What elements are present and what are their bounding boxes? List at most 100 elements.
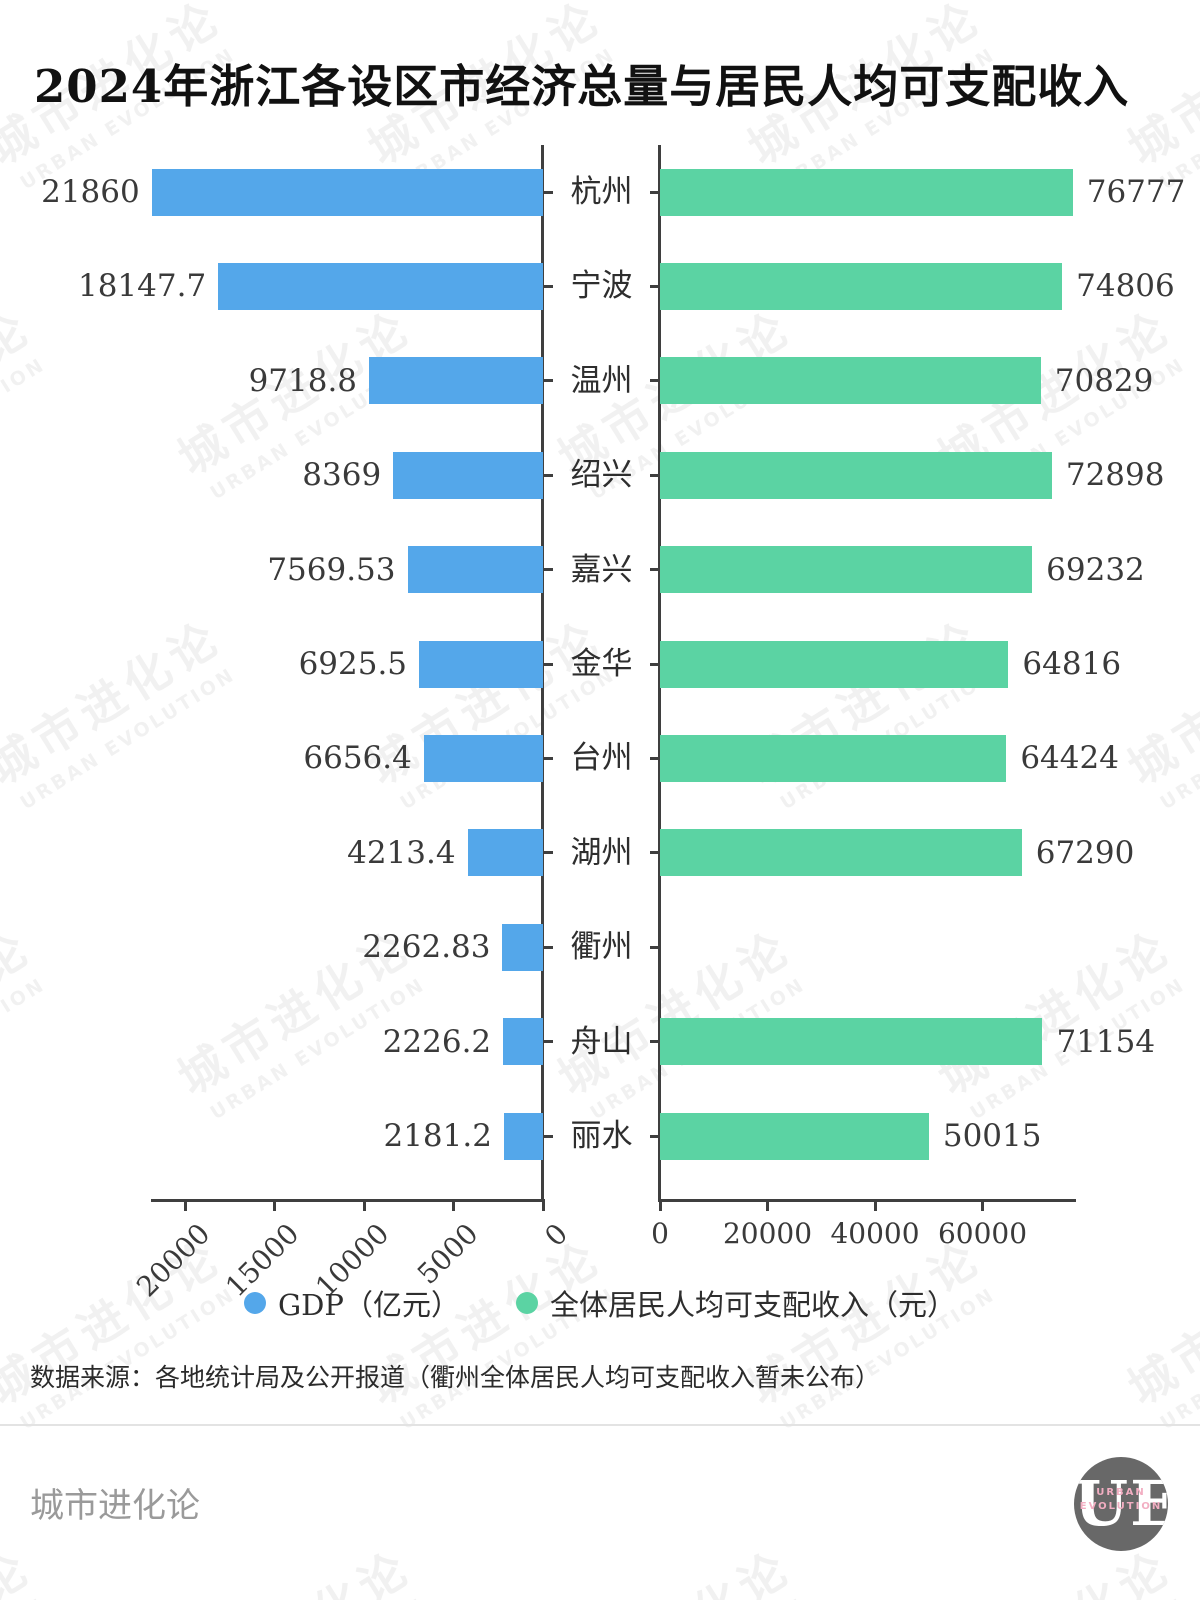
income-value-label: 50015 <box>942 1118 1042 1154</box>
gdp-bar <box>151 168 543 216</box>
income-value-label: 64816 <box>1022 646 1122 682</box>
city-label: 宁波 <box>570 268 633 305</box>
income-axis-tick <box>981 1202 985 1211</box>
row-tick-left <box>543 379 553 383</box>
row-tick-right <box>650 756 660 760</box>
row-tick-right <box>650 1040 660 1044</box>
row-tick-left <box>543 284 553 288</box>
gdp-axis-tick <box>183 1202 187 1211</box>
row-tick-right <box>650 284 660 288</box>
income-bar <box>660 1112 929 1160</box>
data-source-note: 数据来源：各地统计局及公开报道（衢州全体居民人均可支配收入暂未公布） <box>30 1364 881 1392</box>
gdp-bar <box>503 1018 543 1066</box>
row-tick-right <box>650 568 660 572</box>
gdp-value-label: 21860 <box>41 174 140 210</box>
income-bar <box>660 168 1073 216</box>
gdp-value-label: 2181.2 <box>383 1118 492 1154</box>
row-tick-left <box>543 1040 553 1044</box>
income-bottom-axis <box>658 1199 1076 1202</box>
city-label: 台州 <box>570 740 633 777</box>
watermark-cn: 城市进化论 <box>0 1532 43 1600</box>
income-axis-tick <box>873 1202 877 1211</box>
watermark-en: URBAN EVOLUTION <box>580 1589 816 1600</box>
logo-letters: UE <box>1074 1467 1168 1540</box>
gdp-bar <box>393 451 543 499</box>
row-tick-left <box>543 568 553 572</box>
row-tick-right <box>650 190 660 194</box>
income-bar <box>660 734 1007 782</box>
city-label: 嘉兴 <box>570 551 633 588</box>
legend-item-income: 全体居民人均可支配收入（元） <box>515 1282 956 1324</box>
logo-subtext: URBAN EVOLUTION <box>1079 1487 1163 1512</box>
watermark-en: URBAN EVOLUTION <box>960 1589 1196 1600</box>
row-tick-left <box>543 851 553 855</box>
watermark-cn: 城市进化论 <box>544 1532 804 1600</box>
income-value-label: 72898 <box>1065 457 1165 494</box>
city-label: 舟山 <box>570 1023 633 1060</box>
city-label: 衢州 <box>570 929 633 966</box>
row-tick-left <box>543 662 553 666</box>
gdp-bar <box>369 357 543 405</box>
row-tick-left <box>543 1134 553 1138</box>
legend: GDP（亿元） 全体居民人均可支配收入（元） <box>0 1282 1200 1324</box>
gdp-bar <box>467 829 543 877</box>
gdp-legend-dot-icon <box>244 1292 267 1314</box>
income-axis-tick-label: 20000 <box>722 1217 813 1250</box>
gdp-axis-tick <box>362 1202 366 1211</box>
gdp-value-label: 4213.4 <box>347 834 456 871</box>
row-tick-right <box>650 851 660 855</box>
urban-evolution-logo-icon: UE URBAN EVOLUTION <box>1074 1457 1168 1551</box>
legend-item-gdp: GDP（亿元） <box>244 1282 460 1324</box>
right-axis-line <box>658 145 661 1200</box>
income-axis-tick-label: 60000 <box>937 1217 1028 1250</box>
gdp-bar <box>419 640 543 688</box>
gdp-bar <box>218 262 543 310</box>
row-tick-right <box>650 473 660 477</box>
gdp-axis-tick <box>273 1202 276 1211</box>
gdp-axis-tick <box>452 1202 455 1211</box>
city-label: 绍兴 <box>570 457 633 494</box>
income-value-label: 69232 <box>1046 551 1145 588</box>
row-tick-right <box>650 662 660 666</box>
income-bar <box>660 546 1033 594</box>
gdp-value-label: 18147.7 <box>77 268 207 305</box>
row-tick-right <box>650 1134 660 1138</box>
watermark-cn: 城市进化论 <box>164 1532 424 1600</box>
income-axis-tick <box>766 1202 769 1211</box>
gdp-bar <box>502 923 543 971</box>
income-axis-tick-label: 40000 <box>830 1217 920 1250</box>
income-bar <box>660 1018 1043 1066</box>
row-tick-left <box>543 190 553 194</box>
gdp-value-label: 2262.83 <box>362 929 491 966</box>
income-legend-dot-icon <box>515 1292 538 1314</box>
gdp-value-label: 7569.53 <box>267 551 396 588</box>
income-bar <box>660 640 1009 688</box>
gdp-bar <box>503 1112 543 1160</box>
row-tick-left <box>543 756 553 760</box>
city-label: 金华 <box>570 646 633 682</box>
gdp-value-label: 6656.4 <box>303 740 412 777</box>
page-title: 2024年浙江各设区市经济总量与居民人均可支配收入 <box>34 60 1130 113</box>
income-value-label: 64424 <box>1020 740 1119 777</box>
gdp-bottom-axis <box>151 1199 545 1202</box>
gdp-bar <box>407 546 543 594</box>
income-value-label: 74806 <box>1076 268 1175 305</box>
footer-brand: 城市进化论 <box>30 1487 200 1525</box>
gdp-value-label: 6925.5 <box>298 646 408 682</box>
gdp-legend-label: GDP（亿元） <box>278 1288 460 1322</box>
income-value-label: 67290 <box>1035 834 1135 871</box>
row-tick-left <box>543 473 553 477</box>
watermark-en: URBAN EVOLUTION <box>0 1589 56 1600</box>
city-label: 湖州 <box>570 834 633 871</box>
gdp-value-label: 2226.2 <box>382 1023 492 1060</box>
income-bar <box>660 829 1022 877</box>
income-value-label: 71154 <box>1056 1023 1156 1060</box>
diverging-bar-chart: 20000 15000 10000 5000 0 0 20000 40000 60000 2186… <box>0 145 1200 1303</box>
row-tick-left <box>543 945 553 949</box>
